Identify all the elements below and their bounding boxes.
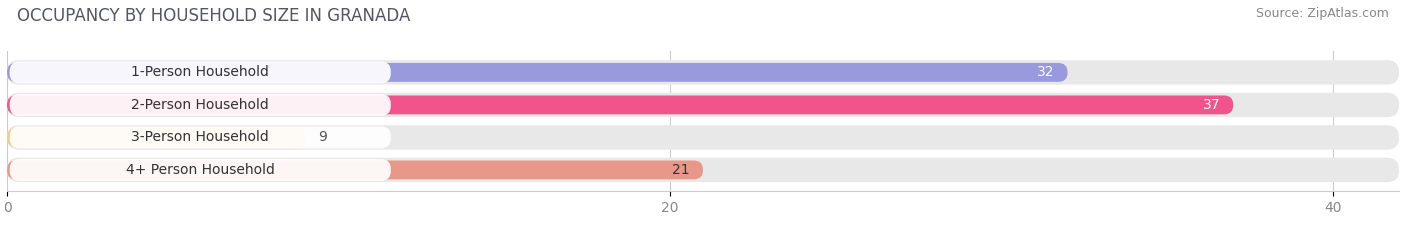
FancyBboxPatch shape <box>10 94 391 116</box>
FancyBboxPatch shape <box>7 63 1067 82</box>
FancyBboxPatch shape <box>7 158 1399 182</box>
Text: 1-Person Household: 1-Person Household <box>131 65 269 79</box>
Text: OCCUPANCY BY HOUSEHOLD SIZE IN GRANADA: OCCUPANCY BY HOUSEHOLD SIZE IN GRANADA <box>17 7 411 25</box>
Text: 32: 32 <box>1036 65 1054 79</box>
FancyBboxPatch shape <box>10 62 391 83</box>
Text: 9: 9 <box>319 130 328 144</box>
Text: 3-Person Household: 3-Person Household <box>131 130 269 144</box>
Text: 2-Person Household: 2-Person Household <box>131 98 269 112</box>
FancyBboxPatch shape <box>7 93 1399 117</box>
Text: Source: ZipAtlas.com: Source: ZipAtlas.com <box>1256 7 1389 20</box>
FancyBboxPatch shape <box>7 128 305 147</box>
Text: 4+ Person Household: 4+ Person Household <box>125 163 274 177</box>
Text: 21: 21 <box>672 163 690 177</box>
FancyBboxPatch shape <box>10 159 391 181</box>
FancyBboxPatch shape <box>7 60 1399 85</box>
Text: 37: 37 <box>1202 98 1220 112</box>
FancyBboxPatch shape <box>7 96 1233 114</box>
FancyBboxPatch shape <box>7 161 703 179</box>
FancyBboxPatch shape <box>10 127 391 148</box>
FancyBboxPatch shape <box>7 125 1399 150</box>
